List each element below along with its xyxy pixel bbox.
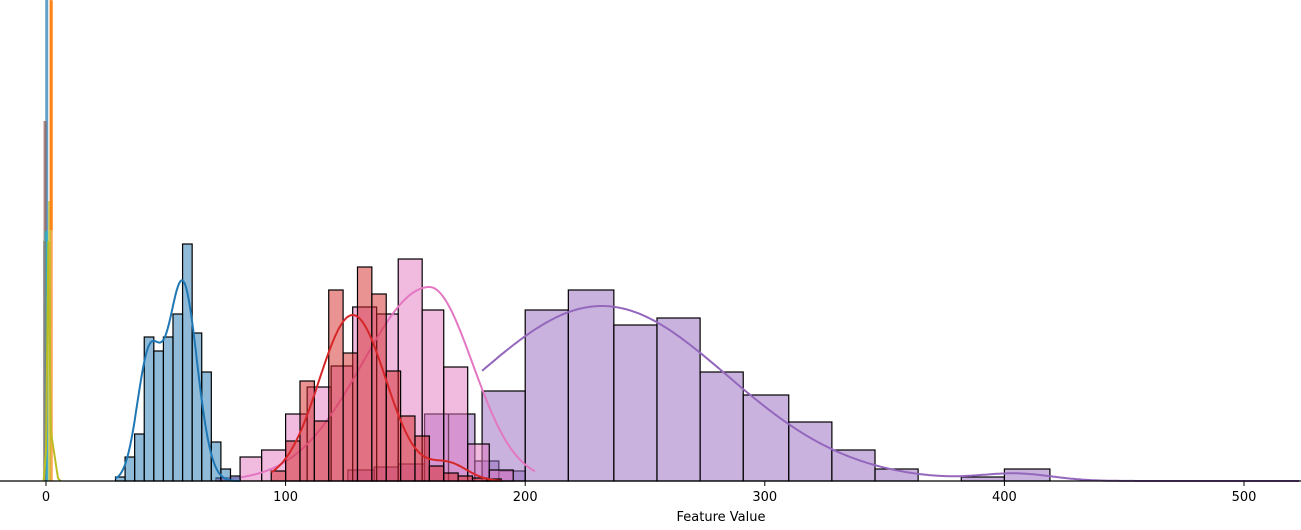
histogram-bar bbox=[181, 243, 193, 482]
x-tick-label: 100 bbox=[273, 490, 298, 505]
histogram-bar bbox=[457, 475, 474, 482]
histogram-bar bbox=[270, 470, 287, 482]
x-axis-label: Feature Value bbox=[677, 510, 766, 525]
histogram-bar bbox=[742, 394, 790, 482]
series-purple bbox=[481, 289, 1300, 482]
x-tick-label: 500 bbox=[1232, 490, 1257, 505]
kde-curve bbox=[270, 313, 502, 482]
x-tick-label: 0 bbox=[42, 490, 50, 505]
histogram-bar bbox=[328, 289, 344, 482]
x-tick-label: 200 bbox=[513, 490, 538, 505]
histogram-bar bbox=[699, 371, 744, 482]
spike-bar bbox=[49, 1, 53, 481]
histogram-bar bbox=[313, 420, 330, 482]
histogram-bar bbox=[428, 465, 445, 482]
x-tick-label: 300 bbox=[752, 490, 777, 505]
series-blue bbox=[114, 243, 241, 482]
histogram-bar bbox=[613, 324, 658, 482]
histogram-bar bbox=[162, 336, 174, 482]
histogram-bar bbox=[172, 313, 184, 482]
histogram-bar bbox=[524, 309, 569, 482]
spike-bar bbox=[43, 241, 47, 481]
histogram-bar bbox=[831, 449, 876, 482]
x-axis-ticks: 0 100 200 300 400 500 bbox=[42, 481, 1257, 505]
spike-bar bbox=[49, 0, 53, 230]
series-near-zero-spikes bbox=[42, 0, 62, 482]
kde-curve bbox=[114, 279, 241, 482]
histogram-bar bbox=[299, 380, 315, 482]
histogram-bar bbox=[788, 421, 833, 482]
histogram-bar bbox=[342, 352, 359, 482]
histogram-bar bbox=[567, 289, 615, 482]
histogram-bar bbox=[443, 472, 459, 482]
histogram-bar bbox=[656, 317, 701, 482]
series-red bbox=[270, 266, 502, 482]
histogram-bar bbox=[153, 350, 165, 482]
histogram-bar bbox=[134, 433, 145, 482]
histogram-bar bbox=[371, 293, 387, 482]
plot-area bbox=[42, 0, 1300, 482]
histogram-bar bbox=[356, 266, 373, 482]
x-tick-label: 400 bbox=[992, 490, 1017, 505]
kde-curve bbox=[42, 240, 62, 482]
